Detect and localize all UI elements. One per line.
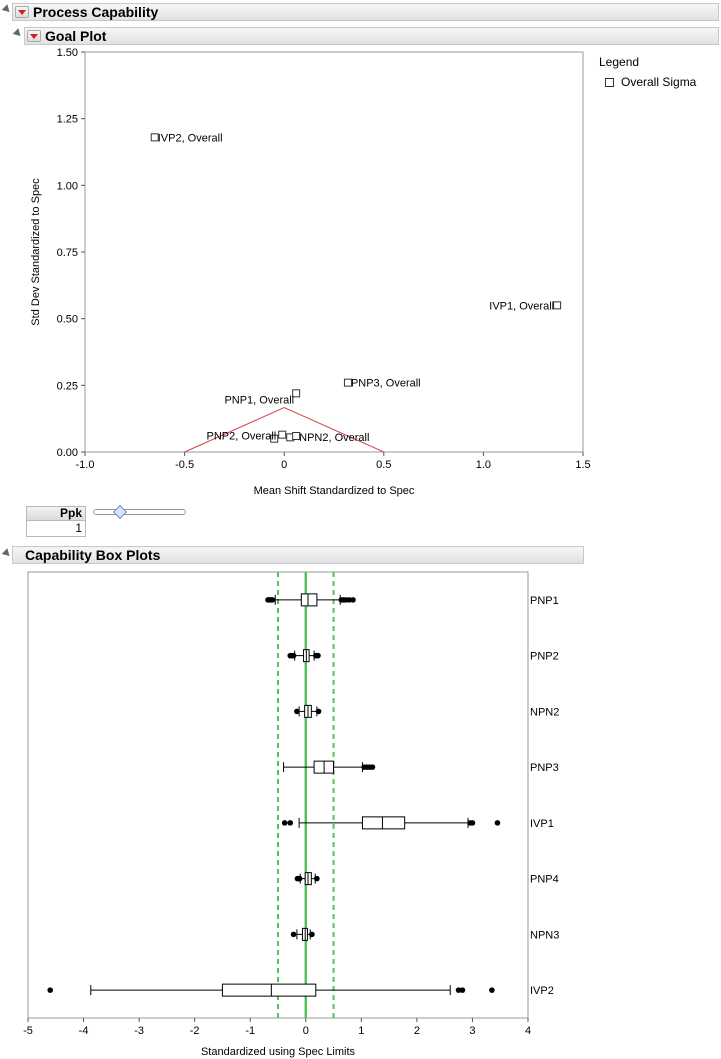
outlier-point: [47, 987, 54, 993]
x-tick-label: -3: [134, 1025, 144, 1037]
category-label: IVP2: [530, 985, 554, 997]
data-point-marker: [343, 378, 352, 387]
red-triangle-menu-icon[interactable]: [27, 30, 41, 42]
legend-title: Legend: [599, 55, 640, 69]
y-tick-label: 1.25: [57, 114, 78, 126]
collapse-icon[interactable]: [12, 28, 24, 39]
data-point-label: NPN2, Overall: [299, 432, 369, 444]
x-tick-label: -1: [245, 1025, 255, 1037]
outlier-point: [296, 875, 303, 882]
data-point-marker: [150, 133, 159, 142]
outlier-point: [369, 764, 376, 770]
outlier-point: [315, 652, 321, 659]
outlier-point: [350, 597, 356, 603]
legend-item-overall-sigma[interactable]: Overall Sigma: [621, 75, 697, 89]
outlier-point: [294, 708, 300, 715]
category-label: NPN2: [530, 706, 559, 718]
data-point-marker: [292, 432, 301, 440]
outlier-point: [281, 820, 288, 826]
outlier-point: [290, 652, 297, 659]
ppk-value-input[interactable]: 1: [26, 521, 86, 537]
x-tick-label: 1: [358, 1025, 364, 1037]
collapse-icon[interactable]: [1, 4, 13, 15]
x-tick-label: -2: [190, 1025, 200, 1037]
collapse-icon[interactable]: [1, 548, 13, 559]
x-tick-label: -5: [23, 1025, 33, 1037]
data-point-label: IVP2, Overall: [158, 132, 223, 144]
goal-triangle: [184, 406, 385, 453]
data-point-marker: [553, 301, 562, 310]
category-label: PNP1: [530, 595, 559, 607]
x-axis-label: Standardized using Spec Limits: [201, 1046, 356, 1058]
goal-plot-title: Goal Plot: [45, 28, 107, 44]
data-point-marker: [270, 434, 279, 443]
x-tick-label: 1.5: [575, 459, 590, 471]
x-tick-label: 3: [469, 1025, 475, 1037]
outlier-point: [314, 875, 320, 882]
box-plots-header: Capability Box Plots: [12, 546, 584, 564]
x-tick-label: -1.0: [76, 459, 95, 471]
x-tick-label: 2: [414, 1025, 420, 1037]
category-label: IVP1: [530, 818, 554, 830]
square-marker-icon: [605, 77, 614, 87]
ppk-label: Ppk: [26, 506, 86, 521]
category-label: PNP3: [530, 762, 559, 774]
outlier-point: [309, 931, 315, 938]
x-axis-label: Mean Shift Standardized to Spec: [254, 485, 415, 497]
outlier-point: [315, 708, 322, 715]
category-label: NPN3: [530, 929, 559, 941]
outlier-point: [290, 931, 297, 938]
goal-plot-chart: -1.0 -0.5 0 0.5 1.0 1.5 0.00 0.25 0.50 0.75 1.00 1.…: [30, 47, 591, 497]
outlier-point: [346, 597, 352, 603]
box-iqr: [361, 816, 406, 830]
x-tick-label: 0: [303, 1025, 309, 1037]
y-tick-label: 0.25: [57, 380, 78, 392]
outlier-point: [494, 820, 501, 826]
x-tick-label: 0: [281, 459, 287, 471]
data-point-marker: [292, 389, 301, 398]
data-point-marker: [278, 430, 287, 439]
report-title: Process Capability: [33, 4, 159, 20]
process-capability-header: Process Capability: [12, 3, 719, 21]
y-tick-label: 1.50: [57, 47, 78, 59]
x-tick-label: 0.5: [376, 459, 391, 471]
box-iqr: [221, 983, 317, 997]
red-triangle-menu-icon[interactable]: [15, 6, 29, 18]
y-tick-label: 1.00: [57, 180, 78, 192]
data-point-label: IVP1, Overall: [489, 300, 554, 312]
y-axis-label: Std Dev Standardized to Spec: [30, 178, 42, 326]
data-point-label: PNP2, Overall: [207, 431, 277, 443]
capability-box-plot-chart: PNP1 PNP2 NPN2 PNP3 IVP1 PNP4 NPN3 IVP2 -5 -4 -3 -2…: [23, 571, 559, 1058]
x-tick-label: -4: [79, 1025, 89, 1037]
goal-plot-header: Goal Plot: [24, 27, 719, 45]
x-tick-label: 4: [525, 1025, 531, 1037]
ppk-table: Ppk 1: [26, 506, 86, 537]
outlier-point: [469, 820, 476, 826]
outlier-point: [489, 987, 495, 993]
ppk-slider-track[interactable]: [93, 509, 186, 515]
data-point-label: PNP3, Overall: [351, 378, 421, 390]
category-label: PNP4: [530, 874, 559, 886]
box-plots-title: Capability Box Plots: [25, 547, 161, 563]
y-tick-label: 0.75: [57, 247, 78, 259]
goal-plot-frame: [84, 51, 584, 453]
box-iqr: [300, 593, 318, 607]
data-point-label: PNP1, Overall: [224, 394, 294, 406]
outlier-point: [287, 820, 294, 826]
category-label: PNP2: [530, 651, 559, 663]
outlier-point: [455, 987, 462, 993]
y-tick-label: 0.50: [57, 314, 78, 326]
legend: Legend Overall Sigma: [599, 55, 696, 89]
x-tick-label: -0.5: [175, 459, 194, 471]
x-tick-label: 1.0: [476, 459, 491, 471]
y-tick-label: 0.00: [57, 447, 78, 459]
ppk-slider-thumb[interactable]: [112, 504, 128, 520]
outlier-point: [269, 597, 276, 603]
outlier-point: [459, 987, 466, 993]
